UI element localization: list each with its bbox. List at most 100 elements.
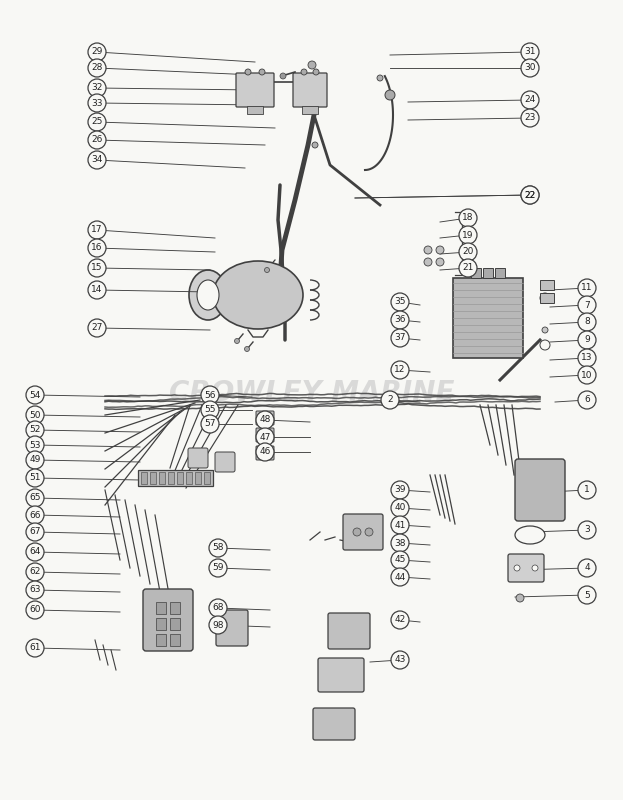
Circle shape xyxy=(26,506,44,524)
Text: 38: 38 xyxy=(394,538,406,547)
FancyBboxPatch shape xyxy=(540,293,554,303)
Circle shape xyxy=(391,293,409,311)
Text: 56: 56 xyxy=(204,390,216,399)
Circle shape xyxy=(234,338,239,343)
Bar xyxy=(177,472,183,484)
Circle shape xyxy=(391,651,409,669)
Text: 25: 25 xyxy=(92,118,103,126)
Circle shape xyxy=(201,415,219,433)
Circle shape xyxy=(26,489,44,507)
Circle shape xyxy=(88,43,106,61)
Text: 17: 17 xyxy=(91,226,103,234)
Bar xyxy=(204,472,210,484)
Text: 37: 37 xyxy=(394,334,406,342)
Text: 49: 49 xyxy=(29,455,40,465)
Text: 12: 12 xyxy=(394,366,406,374)
FancyBboxPatch shape xyxy=(256,411,274,425)
Text: 5: 5 xyxy=(584,590,590,599)
FancyBboxPatch shape xyxy=(495,268,505,278)
Text: 67: 67 xyxy=(29,527,40,537)
Bar xyxy=(156,602,166,614)
Circle shape xyxy=(313,69,319,75)
Circle shape xyxy=(26,543,44,561)
Circle shape xyxy=(88,239,106,257)
Circle shape xyxy=(436,246,444,254)
Circle shape xyxy=(26,436,44,454)
Circle shape xyxy=(88,259,106,277)
Text: 66: 66 xyxy=(29,510,40,519)
Text: 42: 42 xyxy=(394,615,406,625)
Circle shape xyxy=(578,313,596,331)
Text: 23: 23 xyxy=(525,114,536,122)
Bar xyxy=(141,472,147,484)
Text: 19: 19 xyxy=(462,230,473,239)
Text: 63: 63 xyxy=(29,586,40,594)
Circle shape xyxy=(201,386,219,404)
FancyBboxPatch shape xyxy=(188,448,208,468)
Circle shape xyxy=(514,565,520,571)
Circle shape xyxy=(209,599,227,617)
Bar xyxy=(186,472,192,484)
Text: 10: 10 xyxy=(581,370,592,379)
Circle shape xyxy=(88,281,106,299)
Circle shape xyxy=(578,559,596,577)
FancyBboxPatch shape xyxy=(143,589,193,651)
Text: 62: 62 xyxy=(29,567,40,577)
Bar xyxy=(170,618,180,630)
Text: 2: 2 xyxy=(387,395,393,405)
Circle shape xyxy=(26,451,44,469)
Circle shape xyxy=(26,523,44,541)
Ellipse shape xyxy=(189,270,227,320)
FancyBboxPatch shape xyxy=(508,554,544,582)
Text: 98: 98 xyxy=(212,621,224,630)
Text: 43: 43 xyxy=(394,655,406,665)
Circle shape xyxy=(459,243,477,261)
Circle shape xyxy=(578,296,596,314)
Circle shape xyxy=(521,109,539,127)
Text: 48: 48 xyxy=(259,415,270,425)
Circle shape xyxy=(391,361,409,379)
Text: 51: 51 xyxy=(29,474,40,482)
Text: 8: 8 xyxy=(584,318,590,326)
Circle shape xyxy=(26,406,44,424)
Text: 22: 22 xyxy=(525,190,536,199)
Circle shape xyxy=(88,221,106,239)
Text: 26: 26 xyxy=(92,135,103,145)
FancyBboxPatch shape xyxy=(216,610,248,646)
Text: 22: 22 xyxy=(525,190,536,199)
Circle shape xyxy=(521,59,539,77)
Ellipse shape xyxy=(197,280,219,310)
Text: 34: 34 xyxy=(92,155,103,165)
Text: 16: 16 xyxy=(91,243,103,253)
Text: 68: 68 xyxy=(212,603,224,613)
Circle shape xyxy=(578,349,596,367)
Circle shape xyxy=(391,534,409,552)
FancyBboxPatch shape xyxy=(483,268,493,278)
Circle shape xyxy=(578,521,596,539)
Circle shape xyxy=(88,131,106,149)
Text: 14: 14 xyxy=(92,286,103,294)
Bar xyxy=(150,472,156,484)
Circle shape xyxy=(353,528,361,536)
Text: 58: 58 xyxy=(212,543,224,553)
Text: 13: 13 xyxy=(581,354,592,362)
Text: 18: 18 xyxy=(462,214,473,222)
Circle shape xyxy=(209,616,227,634)
Text: 61: 61 xyxy=(29,643,40,653)
Circle shape xyxy=(377,75,383,81)
Circle shape xyxy=(244,346,249,351)
Text: 65: 65 xyxy=(29,494,40,502)
Circle shape xyxy=(385,90,395,100)
Text: 36: 36 xyxy=(394,315,406,325)
Circle shape xyxy=(26,601,44,619)
Circle shape xyxy=(459,209,477,227)
Text: 4: 4 xyxy=(584,563,590,573)
Circle shape xyxy=(459,226,477,244)
Ellipse shape xyxy=(213,261,303,329)
Bar xyxy=(156,634,166,646)
Circle shape xyxy=(459,259,477,277)
Circle shape xyxy=(521,186,539,204)
Circle shape xyxy=(391,516,409,534)
Text: 44: 44 xyxy=(394,573,406,582)
Circle shape xyxy=(521,186,539,204)
